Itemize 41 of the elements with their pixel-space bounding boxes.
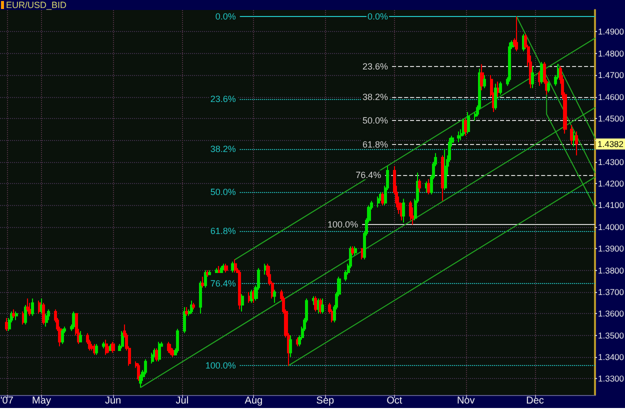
y-tick-label: 1.3800 bbox=[598, 265, 624, 276]
annotation: 50.0% bbox=[210, 187, 236, 198]
x-tick-label: Sep bbox=[316, 396, 335, 406]
x-tick-label: Oct bbox=[386, 396, 402, 406]
annotation: 0.0% bbox=[215, 12, 236, 22]
annotation: 76.4% bbox=[356, 170, 382, 180]
y-tick-label: 1.3400 bbox=[598, 352, 624, 362]
x-tick-label: Jul bbox=[176, 396, 189, 406]
y-tick-label: 1.4300 bbox=[598, 156, 624, 167]
annotation: 100.0% bbox=[205, 360, 236, 371]
annotation: 61.8% bbox=[362, 139, 388, 150]
annotation: 100.0% bbox=[328, 220, 358, 230]
x-tick-label: Nov bbox=[456, 396, 475, 406]
y-tick-label: 1.3600 bbox=[598, 308, 624, 319]
y-tick-label: 1.4100 bbox=[598, 200, 624, 210]
y-tick-label: 1.4800 bbox=[598, 48, 624, 58]
y-tick-label: 1.4600 bbox=[598, 92, 624, 102]
x-tick-label: May bbox=[32, 396, 51, 406]
annotation: 61.8% bbox=[210, 226, 236, 236]
annotation: 38.2% bbox=[362, 92, 388, 102]
annotation: 23.6% bbox=[362, 61, 388, 72]
y-tick-label: 1.4500 bbox=[598, 113, 624, 124]
y-tick-label: 1.4900 bbox=[598, 26, 624, 37]
y-tick-label: 1.3500 bbox=[598, 330, 624, 340]
x-tick-label: Dec bbox=[526, 396, 544, 406]
y-tick-label: 1.3300 bbox=[598, 374, 624, 384]
annotation: 50.0% bbox=[362, 116, 388, 126]
x-tick-label: Aug bbox=[244, 396, 263, 406]
y-tick-label: 1.4000 bbox=[598, 222, 624, 232]
annotation: 38.2% bbox=[210, 144, 236, 154]
annotation: 1.4382 bbox=[598, 139, 624, 150]
x-tick-label: Jun bbox=[104, 396, 122, 406]
y-tick-label: 1.3900 bbox=[598, 244, 624, 254]
y-tick-label: 1.4700 bbox=[598, 70, 624, 80]
y-tick-label: 1.3700 bbox=[598, 286, 624, 297]
y-tick-label: 1.4200 bbox=[598, 178, 624, 189]
annotation: 0.0% bbox=[368, 12, 388, 22]
annotation: 76.4% bbox=[210, 278, 236, 288]
annotation: 23.6% bbox=[210, 94, 236, 104]
x-tick-label: '07 bbox=[0, 396, 14, 406]
chart-title: EUR/USD_BID bbox=[6, 0, 68, 10]
